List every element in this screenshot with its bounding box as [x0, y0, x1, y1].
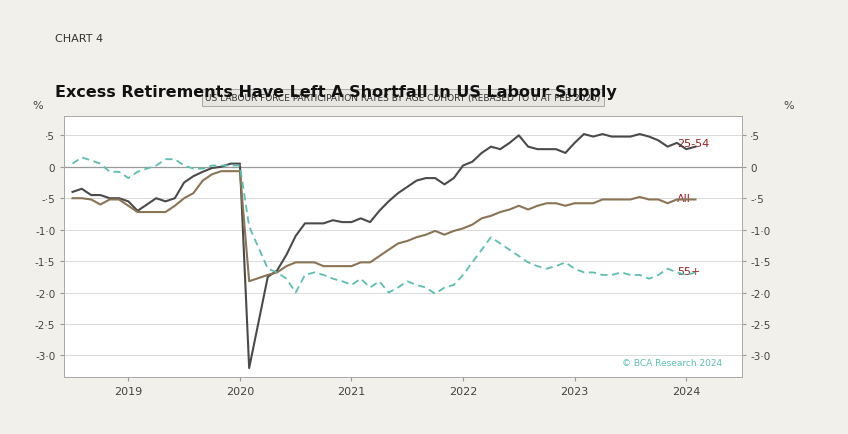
Text: 25-54: 25-54	[678, 138, 710, 148]
Text: © BCA Research 2024: © BCA Research 2024	[622, 358, 722, 367]
Text: %: %	[784, 101, 794, 111]
Text: All: All	[678, 194, 691, 204]
Text: US LABOUR FORCE PARTICIPATION RATES BY AGE COHORT (REBASED TO 0 AT FEB 2020): US LABOUR FORCE PARTICIPATION RATES BY A…	[205, 94, 600, 103]
Text: %: %	[33, 101, 43, 111]
Text: CHART 4: CHART 4	[55, 33, 103, 43]
Text: Excess Retirements Have Left A Shortfall In US Labour Supply: Excess Retirements Have Left A Shortfall…	[55, 85, 616, 100]
Text: 55+: 55+	[678, 266, 700, 276]
